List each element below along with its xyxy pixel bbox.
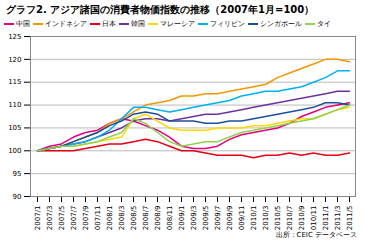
svg-text:2009/9: 2009/9 [226,206,234,231]
html-text:フィリピン: フィリピン [210,20,245,28]
svg-text:2008/9: 2008/9 [154,206,162,231]
svg-text:2009/3: 2009/3 [190,206,198,231]
svg-text:100: 100 [8,147,21,155]
html-text:マレーシア: マレーシア [160,20,195,28]
svg-text:110: 110 [8,101,21,109]
svg-text:2008/3: 2008/3 [118,206,126,231]
html-text:タイ: タイ [317,20,331,28]
svg-text:2010/5: 2010/5 [274,206,282,231]
html-text:出所：CEIC データベース: 出所：CEIC データベース [275,231,357,239]
svg-text:2010/1: 2010/1 [250,206,258,231]
svg-text:2007/7: 2007/7 [70,206,78,231]
svg-text:2009/5: 2009/5 [202,206,210,231]
svg-text:2010/7: 2010/7 [286,206,294,231]
svg-text:2007/3: 2007/3 [46,206,54,231]
svg-text:120: 120 [8,56,21,64]
svg-text:90: 90 [13,193,22,201]
svg-text:2009/1: 2009/1 [178,206,186,231]
svg-text:105: 105 [8,124,21,132]
html-text:インドネシア: インドネシア [45,20,87,28]
html-text:韓国: 韓国 [131,20,145,28]
svg-text:115: 115 [8,78,21,86]
svg-text:2007/5: 2007/5 [58,206,66,231]
svg-text:2007/1: 2007/1 [34,206,42,231]
svg-text:2008/7: 2008/7 [142,206,150,231]
svg-text:2010/9: 2010/9 [298,206,306,231]
svg-text:2009/7: 2009/7 [214,206,222,231]
svg-text:2008/11: 2008/11 [166,206,174,231]
html-text:日本: 日本 [102,20,116,28]
html-text:シンガポール: シンガポール [260,20,302,28]
svg-text:2011/5: 2011/5 [346,206,354,231]
svg-text:2007/11: 2007/11 [94,206,102,231]
svg-text:2010/3: 2010/3 [262,206,270,231]
svg-text:2007/9: 2007/9 [82,206,90,231]
svg-text:2011/1: 2011/1 [322,206,330,231]
html-text:グラフ2. アジア諸国の消費者物価指数の推移（2007年1月: グラフ2. アジア諸国の消費者物価指数の推移（2007年1月=100） [6,4,315,15]
svg-text:2010/11: 2010/11 [310,206,318,231]
svg-text:125: 125 [8,33,21,41]
svg-text:2008/1: 2008/1 [106,206,114,231]
svg-text:2008/5: 2008/5 [130,206,138,231]
svg-text:2009/11: 2009/11 [238,206,246,231]
svg-text:2011/3: 2011/3 [334,206,342,231]
html-text:中国: 中国 [16,20,30,28]
svg-text:95: 95 [13,170,22,178]
